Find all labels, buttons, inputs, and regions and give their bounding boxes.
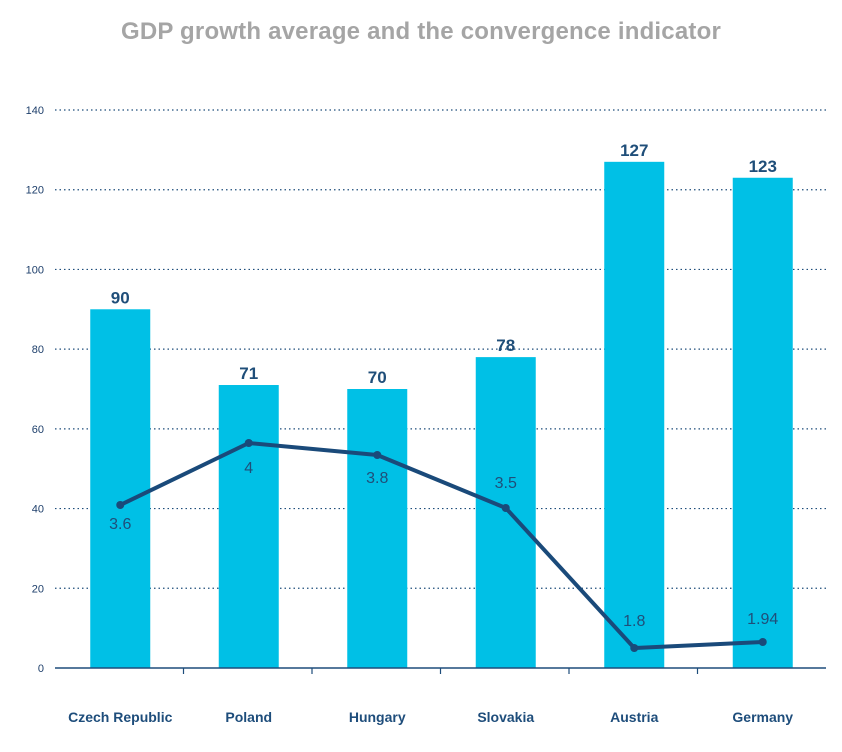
line-value-label: 3.5: [495, 475, 517, 492]
line-value-label: 4: [244, 460, 253, 477]
line-point: [244, 439, 253, 447]
bar: [218, 385, 279, 668]
bar-value-label: 71: [239, 364, 258, 383]
line-point: [116, 501, 125, 509]
line-point: [373, 451, 382, 459]
bar-value-label: 123: [749, 157, 777, 176]
bar-value-label: 127: [620, 141, 648, 160]
line-value-label: 3.6: [109, 516, 131, 533]
gridlines: [55, 109, 826, 589]
bar-value-label: 78: [496, 336, 515, 355]
line-value-label: 1.8: [623, 613, 645, 630]
line-value-label: 3.8: [366, 470, 388, 487]
x-category-label: Austria: [610, 709, 658, 725]
bar-value-label: 90: [111, 288, 130, 307]
line-point: [630, 644, 639, 652]
y-tick-label: 0: [38, 663, 44, 675]
y-tick-label: 140: [26, 105, 44, 117]
x-category-label: Hungary: [349, 709, 406, 725]
y-tick-label: 60: [32, 424, 44, 436]
x-category-label: Czech Republic: [68, 709, 172, 725]
y-axis: 0 20 40 60 80 100 120 140: [26, 105, 44, 675]
x-category-label: Germany: [732, 709, 793, 725]
y-tick-label: 40: [32, 504, 44, 516]
y-tick-label: 120: [26, 185, 44, 197]
bar-value-label: 70: [368, 368, 387, 387]
x-axis: Czech Republic Poland Hungary Slovakia Austr…: [55, 667, 826, 725]
line-value-label: 1.94: [747, 611, 778, 628]
x-category-label: Slovakia: [477, 709, 534, 725]
chart-title: GDP growth average and the convergence i…: [121, 18, 721, 45]
y-tick-label: 80: [32, 344, 44, 356]
bar: [475, 357, 536, 668]
line-series: 3.6 4 3.8 3.5 1.8 1.94: [109, 439, 778, 652]
bar: [90, 309, 151, 668]
x-category-label: Poland: [225, 709, 272, 725]
bar: [732, 177, 793, 668]
bar: [604, 161, 665, 669]
line-point: [501, 504, 510, 512]
bar: [347, 389, 408, 668]
bars: 90 71 70 78 127 123: [90, 141, 793, 669]
line-path: [118, 441, 765, 650]
y-tick-label: 20: [32, 583, 44, 595]
line-point: [758, 638, 767, 646]
y-tick-label: 100: [26, 264, 44, 276]
